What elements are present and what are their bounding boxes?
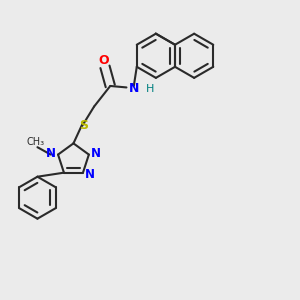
Text: N: N	[129, 82, 139, 95]
Text: S: S	[79, 119, 88, 132]
Text: O: O	[98, 54, 109, 67]
Text: N: N	[91, 147, 101, 160]
Text: N: N	[85, 168, 95, 181]
Text: CH₃: CH₃	[27, 137, 45, 147]
Text: N: N	[46, 147, 56, 160]
Text: H: H	[146, 84, 154, 94]
